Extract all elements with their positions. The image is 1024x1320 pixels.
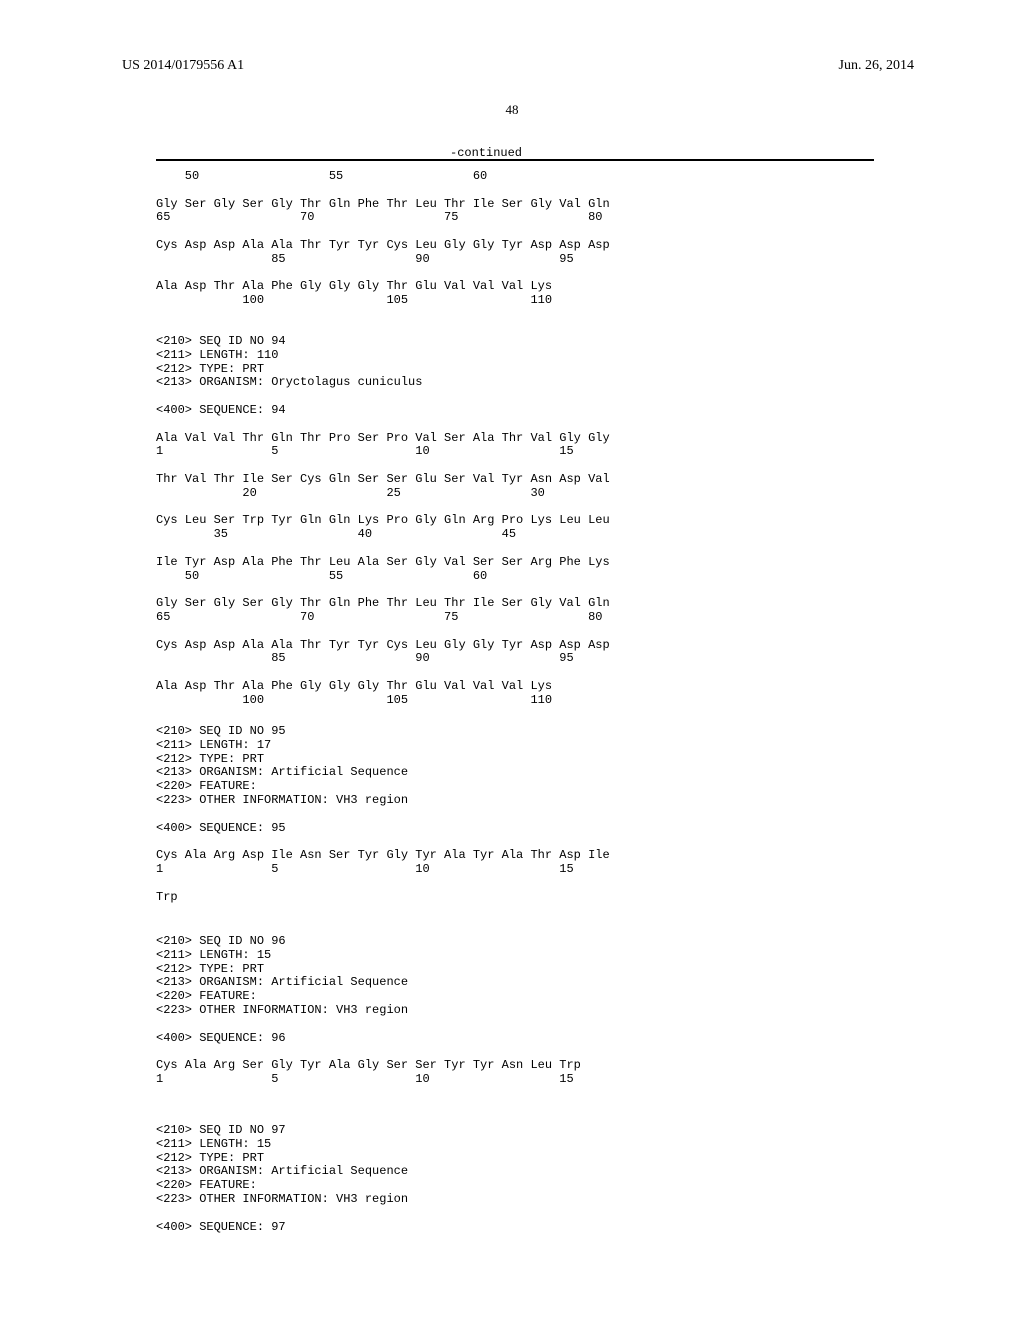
sequence-block-2: <210> SEQ ID NO 95 <211> LENGTH: 17 <212…: [156, 725, 874, 904]
page-number: 48: [0, 102, 1024, 118]
patent-pub-date: Jun. 26, 2014: [839, 58, 914, 74]
continued-rule: [156, 159, 874, 161]
sequence-block-1: <210> SEQ ID NO 94 <211> LENGTH: 110 <21…: [156, 335, 874, 708]
continued-label: -continued: [450, 146, 522, 160]
sequence-block-3: <210> SEQ ID NO 96 <211> LENGTH: 15 <212…: [156, 935, 874, 1087]
patent-pub-number: US 2014/0179556 A1: [122, 58, 244, 74]
sequence-block-0: 50 55 60 Gly Ser Gly Ser Gly Thr Gln Phe…: [156, 170, 874, 308]
sequence-block-4: <210> SEQ ID NO 97 <211> LENGTH: 15 <212…: [156, 1124, 874, 1234]
